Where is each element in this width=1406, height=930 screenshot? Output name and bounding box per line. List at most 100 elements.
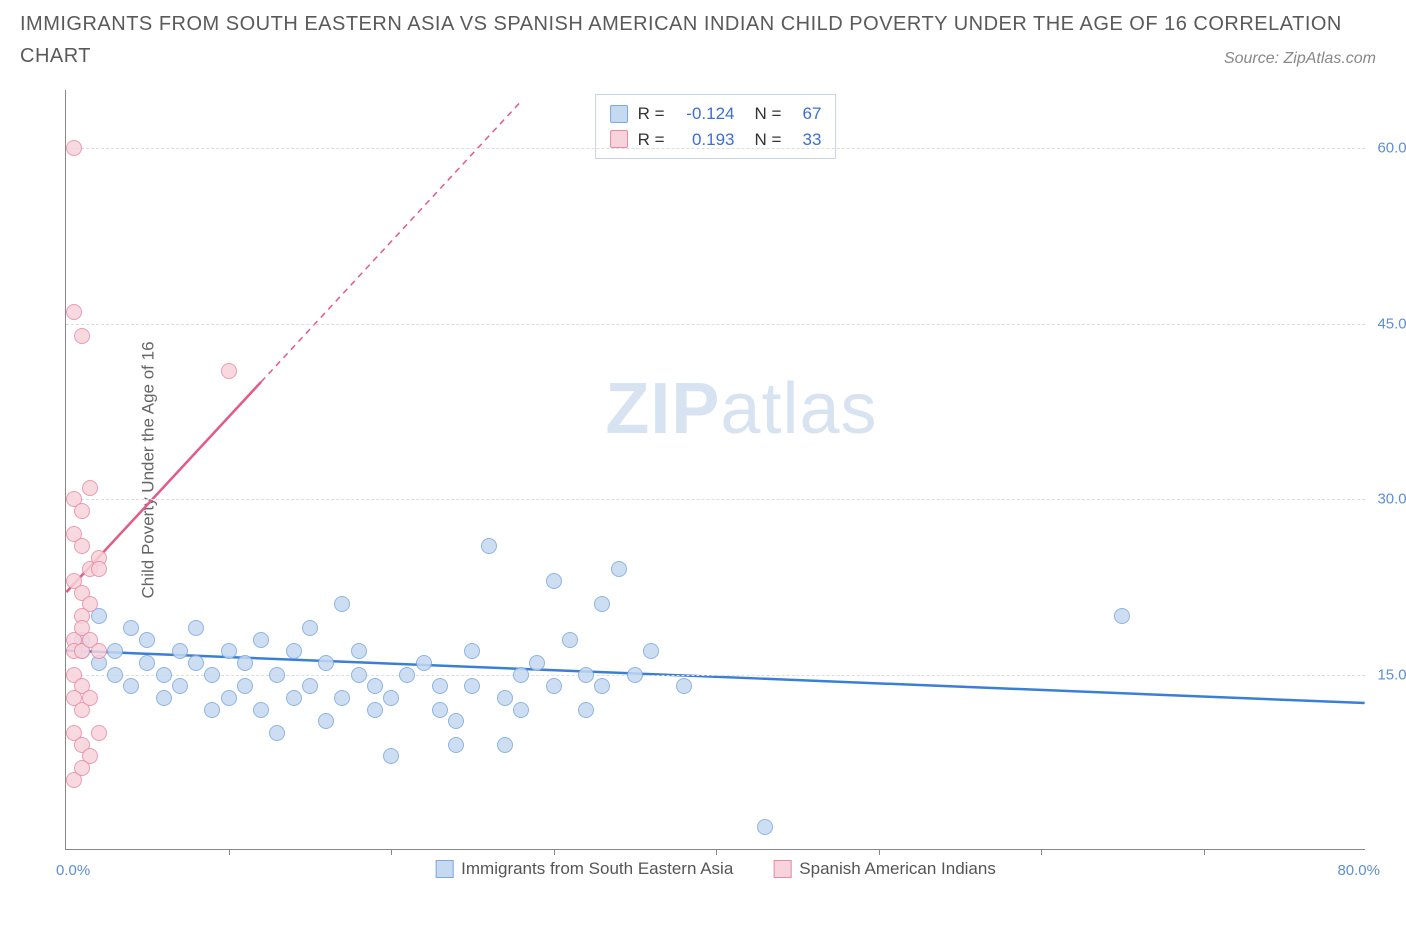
x-axis-tick — [716, 849, 717, 855]
scatter-point — [643, 643, 659, 659]
x-axis-max-label: 80.0% — [1337, 862, 1380, 879]
r-value: -0.124 — [675, 101, 735, 127]
scatter-point — [351, 667, 367, 683]
scatter-point — [204, 702, 220, 718]
y-axis-tick-label: 15.0% — [1377, 666, 1406, 683]
legend-label: Immigrants from South Eastern Asia — [461, 859, 733, 879]
scatter-point — [156, 690, 172, 706]
scatter-point — [594, 596, 610, 612]
trend-line — [66, 650, 1364, 703]
scatter-point — [594, 678, 610, 694]
source-attribution: Source: ZipAtlas.com — [1224, 50, 1376, 68]
scatter-point — [562, 632, 578, 648]
x-axis-tick — [391, 849, 392, 855]
trend-lines — [66, 90, 1365, 849]
scatter-point — [221, 643, 237, 659]
scatter-point — [497, 690, 513, 706]
scatter-point — [107, 667, 123, 683]
scatter-point — [578, 702, 594, 718]
scatter-point — [383, 748, 399, 764]
scatter-point — [123, 678, 139, 694]
scatter-point — [74, 538, 90, 554]
watermark-zip: ZIP — [605, 369, 720, 449]
y-axis-tick-label: 30.0% — [1377, 491, 1406, 508]
scatter-point — [107, 643, 123, 659]
scatter-point — [286, 643, 302, 659]
scatter-point — [74, 328, 90, 344]
legend-swatch — [610, 130, 628, 148]
y-axis-tick-label: 45.0% — [1377, 315, 1406, 332]
scatter-point — [529, 655, 545, 671]
scatter-point — [334, 690, 350, 706]
scatter-point — [448, 713, 464, 729]
watermark: ZIPatlas — [605, 368, 877, 450]
scatter-point — [237, 678, 253, 694]
scatter-point — [123, 620, 139, 636]
scatter-point — [546, 678, 562, 694]
scatter-point — [1114, 608, 1130, 624]
gridline-h — [66, 675, 1365, 676]
x-axis-tick — [1204, 849, 1205, 855]
scatter-point — [139, 655, 155, 671]
scatter-point — [269, 725, 285, 741]
scatter-point — [416, 655, 432, 671]
scatter-point — [302, 620, 318, 636]
scatter-point — [74, 760, 90, 776]
scatter-point — [188, 655, 204, 671]
scatter-point — [367, 702, 383, 718]
scatter-point — [432, 702, 448, 718]
scatter-point — [221, 363, 237, 379]
n-value: 67 — [791, 101, 821, 127]
scatter-point — [74, 503, 90, 519]
scatter-point — [464, 678, 480, 694]
scatter-point — [481, 538, 497, 554]
y-axis-tick-label: 60.0% — [1377, 140, 1406, 157]
scatter-plot: ZIPatlas R =-0.124N =67R =0.193N =33 0.0… — [65, 90, 1365, 850]
scatter-point — [66, 140, 82, 156]
scatter-point — [82, 690, 98, 706]
scatter-point — [91, 643, 107, 659]
stats-row: R =-0.124N =67 — [610, 101, 822, 127]
scatter-point — [188, 620, 204, 636]
scatter-point — [351, 643, 367, 659]
scatter-point — [513, 702, 529, 718]
scatter-point — [302, 678, 318, 694]
scatter-point — [91, 561, 107, 577]
x-axis-tick — [1041, 849, 1042, 855]
scatter-point — [497, 737, 513, 753]
legend-label: Spanish American Indians — [799, 859, 996, 879]
scatter-point — [464, 643, 480, 659]
scatter-point — [318, 655, 334, 671]
scatter-point — [383, 690, 399, 706]
series-legend: Immigrants from South Eastern Asia Spanis… — [435, 859, 996, 879]
chart-title: IMMIGRANTS FROM SOUTH EASTERN ASIA VS SP… — [20, 8, 1386, 72]
scatter-point — [334, 596, 350, 612]
scatter-point — [578, 667, 594, 683]
legend-swatch — [435, 860, 453, 878]
x-axis-tick — [229, 849, 230, 855]
scatter-point — [237, 655, 253, 671]
scatter-point — [172, 678, 188, 694]
plot-container: Child Poverty Under the Age of 16 ZIPatl… — [50, 90, 1380, 850]
scatter-point — [676, 678, 692, 694]
legend-item: Immigrants from South Eastern Asia — [435, 859, 733, 879]
scatter-point — [399, 667, 415, 683]
scatter-point — [367, 678, 383, 694]
trend-line-extrapolated — [261, 102, 521, 382]
scatter-point — [513, 667, 529, 683]
scatter-point — [91, 725, 107, 741]
legend-item: Spanish American Indians — [773, 859, 996, 879]
gridline-h — [66, 324, 1365, 325]
scatter-point — [611, 561, 627, 577]
legend-swatch — [610, 105, 628, 123]
scatter-point — [172, 643, 188, 659]
r-label: R = — [638, 101, 665, 127]
scatter-point — [546, 573, 562, 589]
scatter-point — [82, 480, 98, 496]
x-axis-min-label: 0.0% — [56, 862, 90, 879]
scatter-point — [757, 819, 773, 835]
scatter-point — [286, 690, 302, 706]
gridline-h — [66, 499, 1365, 500]
scatter-point — [432, 678, 448, 694]
legend-swatch — [773, 860, 791, 878]
